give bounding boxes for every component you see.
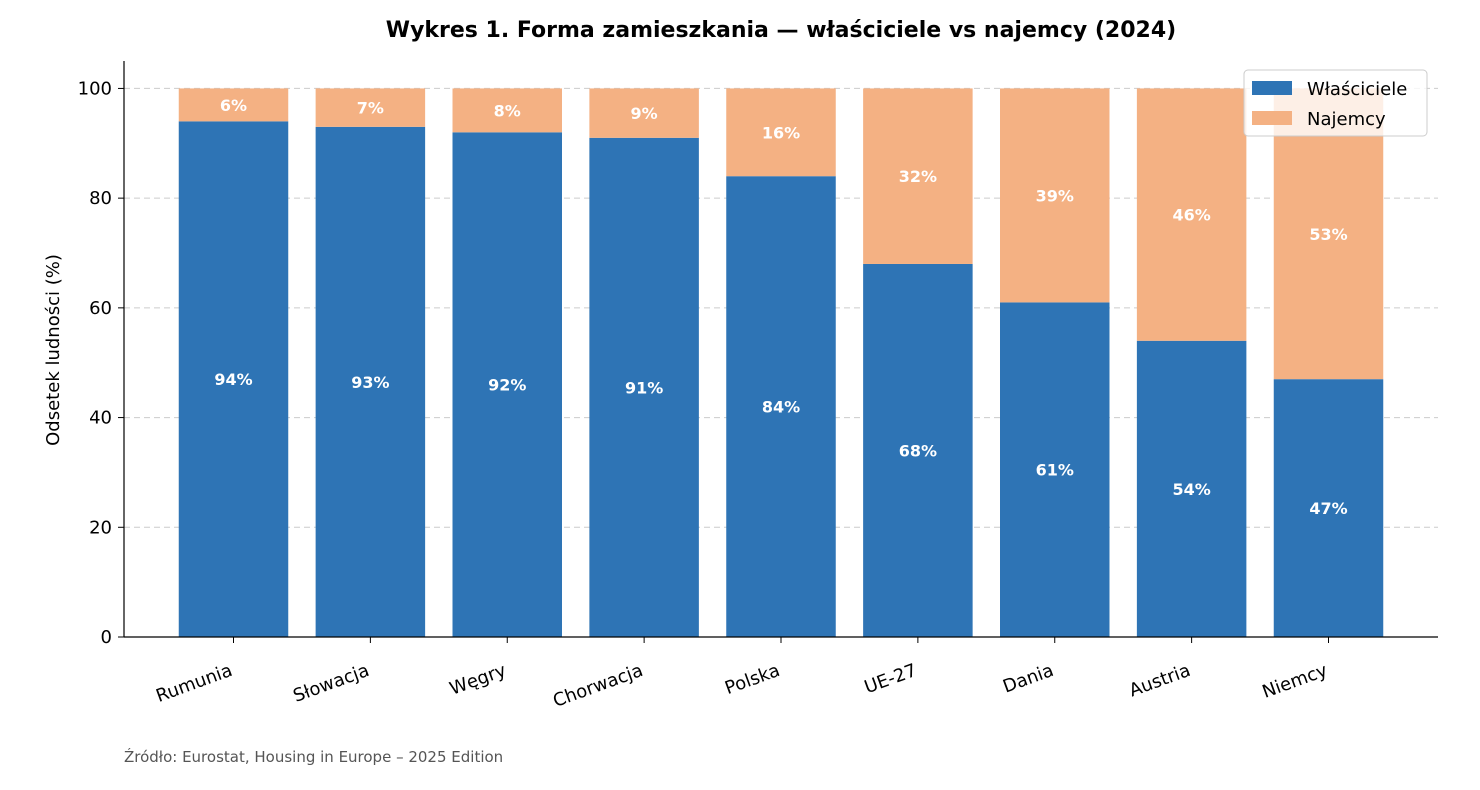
data-label: 53% (1309, 225, 1347, 244)
bar-owners (178, 121, 289, 638)
y-tick-label: 100 (78, 78, 112, 99)
bar-renters (178, 88, 289, 122)
bar-renters (589, 88, 699, 138)
legend-swatch-renters (1252, 111, 1292, 125)
bar-renters (863, 88, 973, 264)
x-tick-label: Rumunia (153, 660, 235, 707)
bar-owners (1000, 302, 1110, 637)
bar-owners (315, 126, 426, 637)
bar-renters (1136, 88, 1247, 341)
data-label: 47% (1309, 499, 1347, 518)
data-label: 6% (220, 96, 247, 115)
x-tick-label: Austria (1126, 660, 1193, 701)
data-label: 16% (762, 123, 800, 142)
bar-renters (1273, 88, 1384, 380)
y-tick-label: 60 (89, 298, 112, 319)
data-label: 54% (1172, 480, 1210, 499)
data-label: 9% (631, 104, 658, 123)
y-axis-label: Odsetek ludności (%) (43, 254, 64, 446)
data-label: 68% (899, 441, 937, 460)
data-label: 32% (899, 167, 937, 186)
data-label: 46% (1172, 206, 1210, 225)
legend: Właściciele Najemcy (1243, 69, 1428, 137)
y-tick-label: 80 (89, 188, 112, 209)
y-tick-label: 40 (89, 408, 112, 429)
bars: 94% 6% 93% 7% 92% 8% 91% 9% 84% 16% 68% 32% 61% 39% 54… (178, 88, 1384, 638)
legend-label-renters: Najemcy (1307, 109, 1386, 130)
data-label: 8% (494, 101, 521, 120)
x-tick-label: UE-27 (862, 660, 920, 698)
data-label: 39% (1036, 186, 1074, 205)
legend-swatch-owners (1252, 81, 1292, 95)
data-label: 84% (762, 398, 800, 417)
data-label: 91% (625, 378, 663, 397)
x-tick-label: Polska (722, 660, 783, 699)
bar-renters (452, 88, 562, 133)
bar-renters (1000, 88, 1110, 303)
bar-renters (315, 88, 426, 127)
data-label: 93% (351, 373, 389, 392)
y-tick-label: 0 (101, 627, 112, 648)
x-tick-label: Słowacja (290, 660, 372, 707)
source-note: Źródło: Eurostat, Housing in Europe – 20… (124, 748, 504, 766)
bar-owners (452, 132, 562, 638)
bar-renters (726, 88, 836, 177)
y-tick-label: 20 (89, 517, 112, 538)
x-tick-label: Niemcy (1259, 660, 1330, 703)
data-label: 61% (1036, 461, 1074, 480)
bar-owners (1136, 340, 1247, 637)
bar-owners (1273, 379, 1384, 637)
chart-title: Wykres 1. Forma zamieszkania — właścicie… (386, 18, 1176, 43)
bar-owners (726, 176, 836, 637)
data-label: 7% (357, 99, 384, 118)
x-tick-label: Chorwacja (550, 660, 646, 712)
data-label: 92% (488, 376, 526, 395)
legend-label-owners: Właściciele (1307, 79, 1407, 100)
bar-owners (863, 263, 973, 637)
x-tick-label: Węgry (447, 660, 509, 700)
x-tick-label: Dania (1000, 660, 1056, 698)
data-label: 94% (214, 370, 252, 389)
bar-owners (589, 137, 699, 638)
